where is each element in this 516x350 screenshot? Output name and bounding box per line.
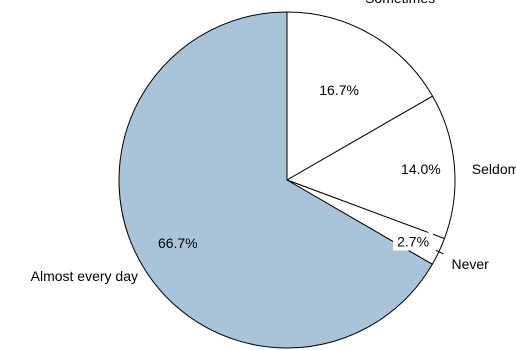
pie-category-label-seldom: Seldom <box>472 161 516 177</box>
pie-value-label-sometimes: 16.7% <box>319 82 359 98</box>
pie-labels: 16.7% Sometimes 14.0% Seldom 2.7% Never 66.7% A… <box>31 0 516 284</box>
value-label-background <box>393 232 434 251</box>
pie-slice-sometimes <box>286 11 434 181</box>
pie-value-label-seldom: 14.0% <box>401 161 441 177</box>
pie-slice-almost-every-day <box>118 11 434 349</box>
leader-lines <box>435 249 444 255</box>
pie-slice-seldom <box>285 95 456 240</box>
pie-category-label-almost-every-day: Almost every day <box>31 268 138 284</box>
pie-value-label-never: 2.7% <box>397 234 429 250</box>
pie-category-label-sometimes: Sometimes <box>365 0 435 6</box>
pie-slices <box>118 11 456 349</box>
leader-line-never <box>435 249 444 255</box>
pie-category-label-never: Never <box>452 256 490 272</box>
pie-value-label-almost-every-day: 66.7% <box>158 235 198 251</box>
